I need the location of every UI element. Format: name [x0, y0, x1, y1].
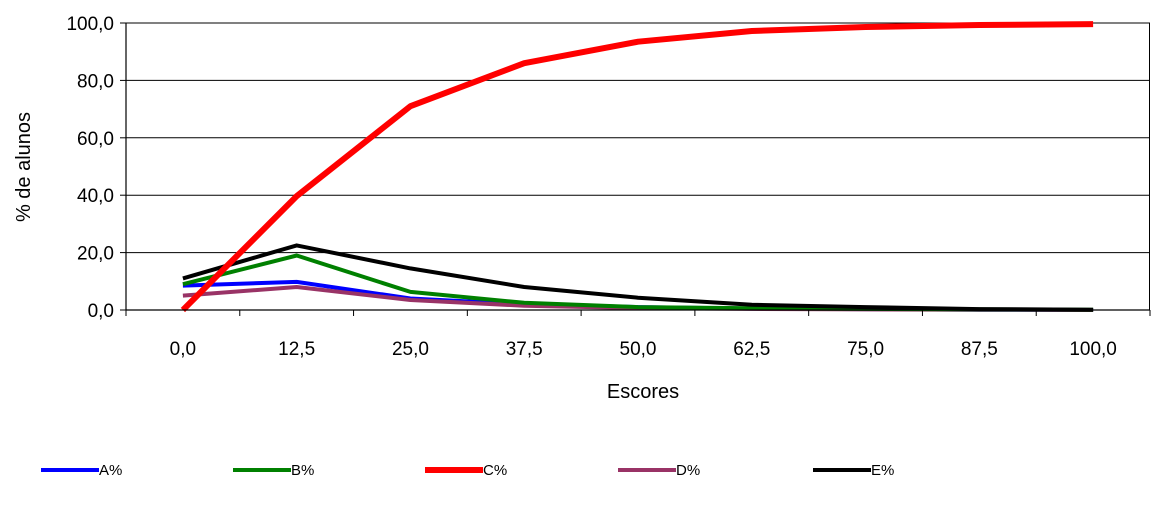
series-line-e: [182, 243, 1094, 312]
x-tick-label: 25,0: [392, 339, 429, 360]
y-tick-label: 0,0: [88, 301, 114, 322]
y-tick-labels: 0,0 20,0 40,0 60,0 80,0 100,0: [66, 14, 114, 322]
legend-label-c: C%: [483, 462, 507, 479]
x-tick-label: 87,5: [961, 339, 998, 360]
gridlines: [126, 22, 1150, 311]
series-line-b: [182, 253, 1094, 312]
y-tick-label: 100,0: [66, 14, 114, 35]
y-tick-label: 20,0: [77, 244, 114, 265]
legend-label-a: A%: [99, 462, 122, 479]
x-tick-label: 0,0: [170, 339, 196, 360]
x-tick-label: 50,0: [620, 339, 657, 360]
y-tick-label: 40,0: [77, 186, 114, 207]
y-tick-label: 60,0: [77, 129, 114, 150]
y-tick-label: 80,0: [77, 71, 114, 92]
x-tick-label: 62,5: [733, 339, 770, 360]
x-tick-labels: 0,0 12,5 25,0 37,5 50,0 62,5 75,0 87,5 100,0: [170, 339, 1117, 360]
legend-label-d: D%: [676, 462, 700, 479]
legend-label-e: E%: [871, 462, 894, 479]
series-lines: [180, 21, 1094, 313]
x-tick-label: 100,0: [1069, 339, 1117, 360]
series-line-c: [180, 21, 1094, 313]
legend: A% B% C% D% E%: [41, 462, 894, 479]
legend-label-b: B%: [291, 462, 314, 479]
x-tick-label: 75,0: [847, 339, 884, 360]
y-axis-title: % de alunos: [13, 112, 35, 222]
axes: [120, 22, 1151, 316]
x-axis-title: Escores: [607, 381, 679, 403]
x-tick-label: 37,5: [506, 339, 543, 360]
x-tick-label: 12,5: [278, 339, 315, 360]
